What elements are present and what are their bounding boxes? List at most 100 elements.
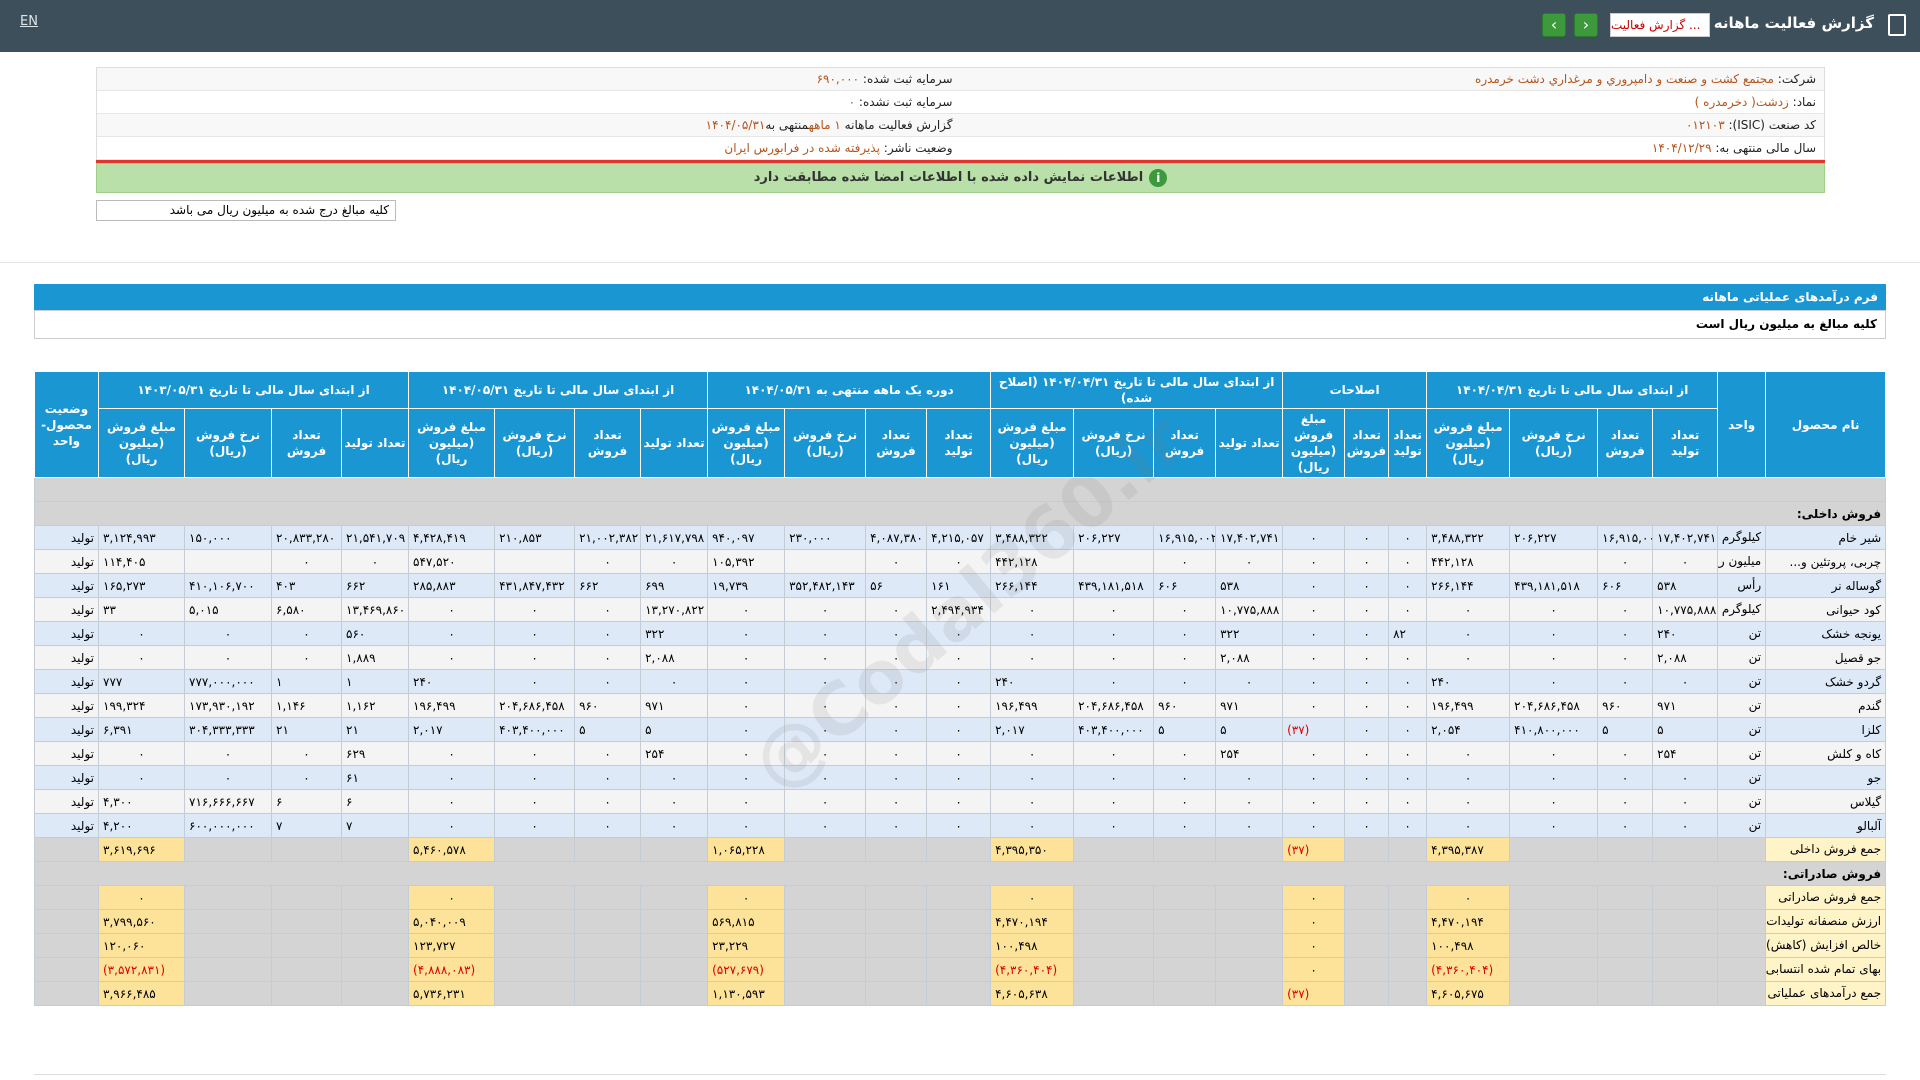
cell: ۰	[865, 669, 928, 694]
empty-cell	[784, 909, 867, 934]
cell: ۰	[1597, 789, 1654, 814]
product-name: چربی، پروتئین و...	[1765, 549, 1887, 574]
group-header: از ابتدای سال مالی تا تاریخ ۱۴۰۴/۰۵/۳۱	[408, 371, 709, 409]
data-row: کاه و کلش تن ۲۵۴ ۰ ۰ ۰ ۰ ۰ ۰ ۲۵۴ ۰ ۰ ۰ ۰ ۰ ۰ ۰ ۲۵۴ ۰ ۰ ۰ ۶۲۹ ۰…	[34, 741, 1887, 766]
cell: ۰	[784, 765, 867, 790]
info-label: سال مالی منتهی به:	[1715, 141, 1816, 155]
cell: ۰	[1282, 765, 1346, 790]
cell	[1073, 549, 1155, 574]
empty-cell	[926, 885, 992, 910]
cell: ۰	[271, 621, 343, 646]
report-dropdown[interactable]: گزارش فعالیت ...	[1610, 13, 1710, 37]
column-header: تعداد تولید	[341, 408, 410, 478]
cell: ۱۶,۹۱۵,۰۰۲	[1597, 525, 1654, 550]
cell: ۵	[1597, 717, 1654, 742]
cell: ۹۴۰,۰۹۷	[707, 525, 786, 550]
cell: ۰	[784, 717, 867, 742]
cell: ۴,۰۸۷,۳۸۰	[865, 525, 928, 550]
cell: تولید	[34, 597, 99, 622]
info-label: منتهی به	[765, 118, 809, 132]
cell: ۳,۴۸۸,۳۲۲	[1426, 525, 1511, 550]
cell: ۰	[990, 597, 1075, 622]
empty-cell	[1073, 837, 1155, 862]
cell: ۰	[494, 765, 576, 790]
cell: ۴۱۰,۱۰۶,۷۰۰	[184, 573, 273, 598]
verified-banner: i اطلاعات نمایش داده شده با اطلاعات امضا …	[96, 163, 1825, 193]
cell: ۶۲۹	[341, 741, 410, 766]
amount-cell: ۵,۷۳۶,۲۳۱	[408, 981, 496, 1006]
cell: ۰	[865, 549, 928, 574]
cell: ۰	[1509, 813, 1599, 838]
cell: ۰	[1388, 645, 1428, 670]
cell: ۰	[640, 765, 709, 790]
cell: ۴۱۰,۸۰۰,۰۰۰	[1509, 717, 1599, 742]
empty-cell	[1073, 957, 1155, 982]
cell: ۰	[1597, 645, 1654, 670]
cell: تن	[1717, 813, 1767, 838]
amount-cell: (۵۲۷,۶۷۹)	[707, 957, 786, 982]
empty-cell	[1153, 981, 1217, 1006]
empty-cell	[640, 957, 709, 982]
next-button[interactable]: ›	[1574, 13, 1598, 37]
empty-cell	[865, 981, 928, 1006]
form-subtitle: كليه مبالغ به ميليون ريال است	[34, 310, 1886, 339]
cell: ۰	[784, 669, 867, 694]
empty-cell	[271, 885, 343, 910]
product-name: شیر خام	[1765, 525, 1887, 550]
empty-cell	[1388, 981, 1428, 1006]
cell: ۰	[865, 765, 928, 790]
cell: ۰	[1388, 597, 1428, 622]
empty-cell	[1597, 933, 1654, 958]
prev-button[interactable]: ‹	[1542, 13, 1566, 37]
cell: ۰	[865, 741, 928, 766]
cell: ۶,۳۹۱	[97, 717, 186, 742]
cell: ۷۷۷,۰۰۰,۰۰۰	[184, 669, 273, 694]
cell: ۰	[640, 669, 709, 694]
cell: ۴۰۳,۴۰۰,۰۰۰	[1073, 717, 1155, 742]
empty-cell	[34, 957, 99, 982]
cell: تولید	[34, 741, 99, 766]
amounts-note: کلیه مبالغ درج شده به میلیون ریال می باش…	[96, 200, 396, 221]
cell: ۰	[1388, 717, 1428, 742]
cell: ۰	[574, 789, 642, 814]
empty-cell	[1597, 957, 1654, 982]
empty-cell	[1344, 957, 1390, 982]
cell: ۰	[408, 789, 496, 814]
cell: ۰	[271, 765, 343, 790]
empty-cell	[1509, 885, 1599, 910]
cell: ۰	[1344, 621, 1390, 646]
empty-cell	[34, 933, 99, 958]
info-row: کد صنعت (ISIC): ۰۱۲۱۰۳ گزارش فعالیت ماها…	[97, 114, 1824, 137]
empty-cell	[1215, 957, 1284, 982]
cell: ۰	[408, 645, 496, 670]
product-name: یونجه خشک	[1765, 621, 1887, 646]
total-row: جمع فروش صادراتی ۰ ۰ ۰ ۰ ۰ ۰	[34, 885, 1887, 910]
amount-cell: ۱۰۰,۴۹۸	[990, 933, 1075, 958]
cell: ۰	[1282, 597, 1346, 622]
cell: ۰	[494, 621, 576, 646]
section-row: فروش صادراتی:	[33, 861, 1887, 886]
cell: میلیون ریال	[1717, 549, 1767, 574]
empty-cell	[271, 981, 343, 1006]
cell: ۰	[865, 813, 928, 838]
cell: ۶۱	[341, 765, 410, 790]
info-value: ۰۱۲۱۰۳	[1685, 118, 1725, 132]
language-switch[interactable]: EN	[20, 14, 38, 29]
cell: ۰	[1073, 597, 1155, 622]
empty-cell	[640, 885, 709, 910]
cell: ۰	[865, 597, 928, 622]
cell: ۰	[707, 597, 786, 622]
cell: ۰	[1388, 741, 1428, 766]
cell: ۰	[926, 813, 992, 838]
cell: ۲۴۰	[1426, 669, 1511, 694]
empty-cell	[1717, 957, 1767, 982]
empty-cell	[271, 909, 343, 934]
empty-cell	[1652, 885, 1719, 910]
info-label: شرکت:	[1777, 72, 1816, 86]
cell: ۸۲	[1388, 621, 1428, 646]
cell: ۲۱	[341, 717, 410, 742]
section-row: فروش داخلی:	[33, 501, 1887, 526]
cell: ۱۰۵,۳۹۲	[707, 549, 786, 574]
cell: ۰	[494, 741, 576, 766]
empty-cell	[494, 909, 576, 934]
